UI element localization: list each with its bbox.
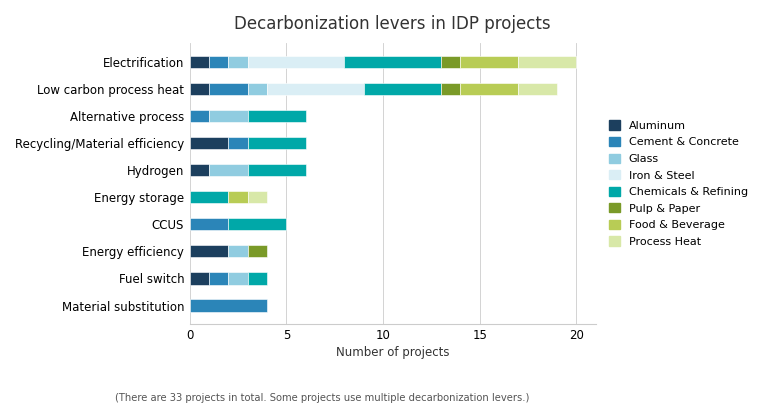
Bar	[248, 137, 306, 149]
Bar	[228, 272, 248, 284]
Bar	[190, 191, 228, 203]
Bar	[190, 272, 209, 284]
Bar	[518, 83, 557, 95]
Bar	[209, 164, 248, 176]
Bar	[209, 272, 228, 284]
Bar	[248, 83, 267, 95]
Bar	[364, 83, 441, 95]
Bar	[190, 300, 267, 312]
Bar	[248, 272, 267, 284]
Bar	[190, 56, 209, 68]
Bar	[248, 110, 306, 122]
Bar	[441, 56, 460, 68]
Bar	[518, 56, 576, 68]
Bar	[228, 191, 248, 203]
Bar	[228, 245, 248, 258]
Bar	[209, 56, 228, 68]
Bar	[190, 137, 228, 149]
Bar	[460, 83, 518, 95]
Bar	[248, 56, 344, 68]
Title: Decarbonization levers in IDP projects: Decarbonization levers in IDP projects	[234, 15, 551, 33]
Bar	[190, 164, 209, 176]
Bar	[248, 191, 267, 203]
Bar	[190, 245, 228, 258]
Bar	[190, 110, 209, 122]
Bar	[209, 83, 248, 95]
Bar	[209, 110, 248, 122]
X-axis label: Number of projects: Number of projects	[336, 346, 449, 359]
Bar	[248, 164, 306, 176]
Bar	[190, 83, 209, 95]
Bar	[228, 137, 248, 149]
Bar	[228, 218, 286, 230]
Bar	[228, 56, 248, 68]
Bar	[267, 83, 364, 95]
Legend: Aluminum, Cement & Concrete, Glass, Iron & Steel, Chemicals & Refining, Pulp & P: Aluminum, Cement & Concrete, Glass, Iron…	[605, 117, 751, 250]
Bar	[460, 56, 518, 68]
Bar	[248, 245, 267, 258]
Bar	[190, 218, 228, 230]
Bar	[441, 83, 460, 95]
Text: (There are 33 projects in total. Some projects use multiple decarbonization leve: (There are 33 projects in total. Some pr…	[115, 393, 530, 403]
Bar	[344, 56, 441, 68]
